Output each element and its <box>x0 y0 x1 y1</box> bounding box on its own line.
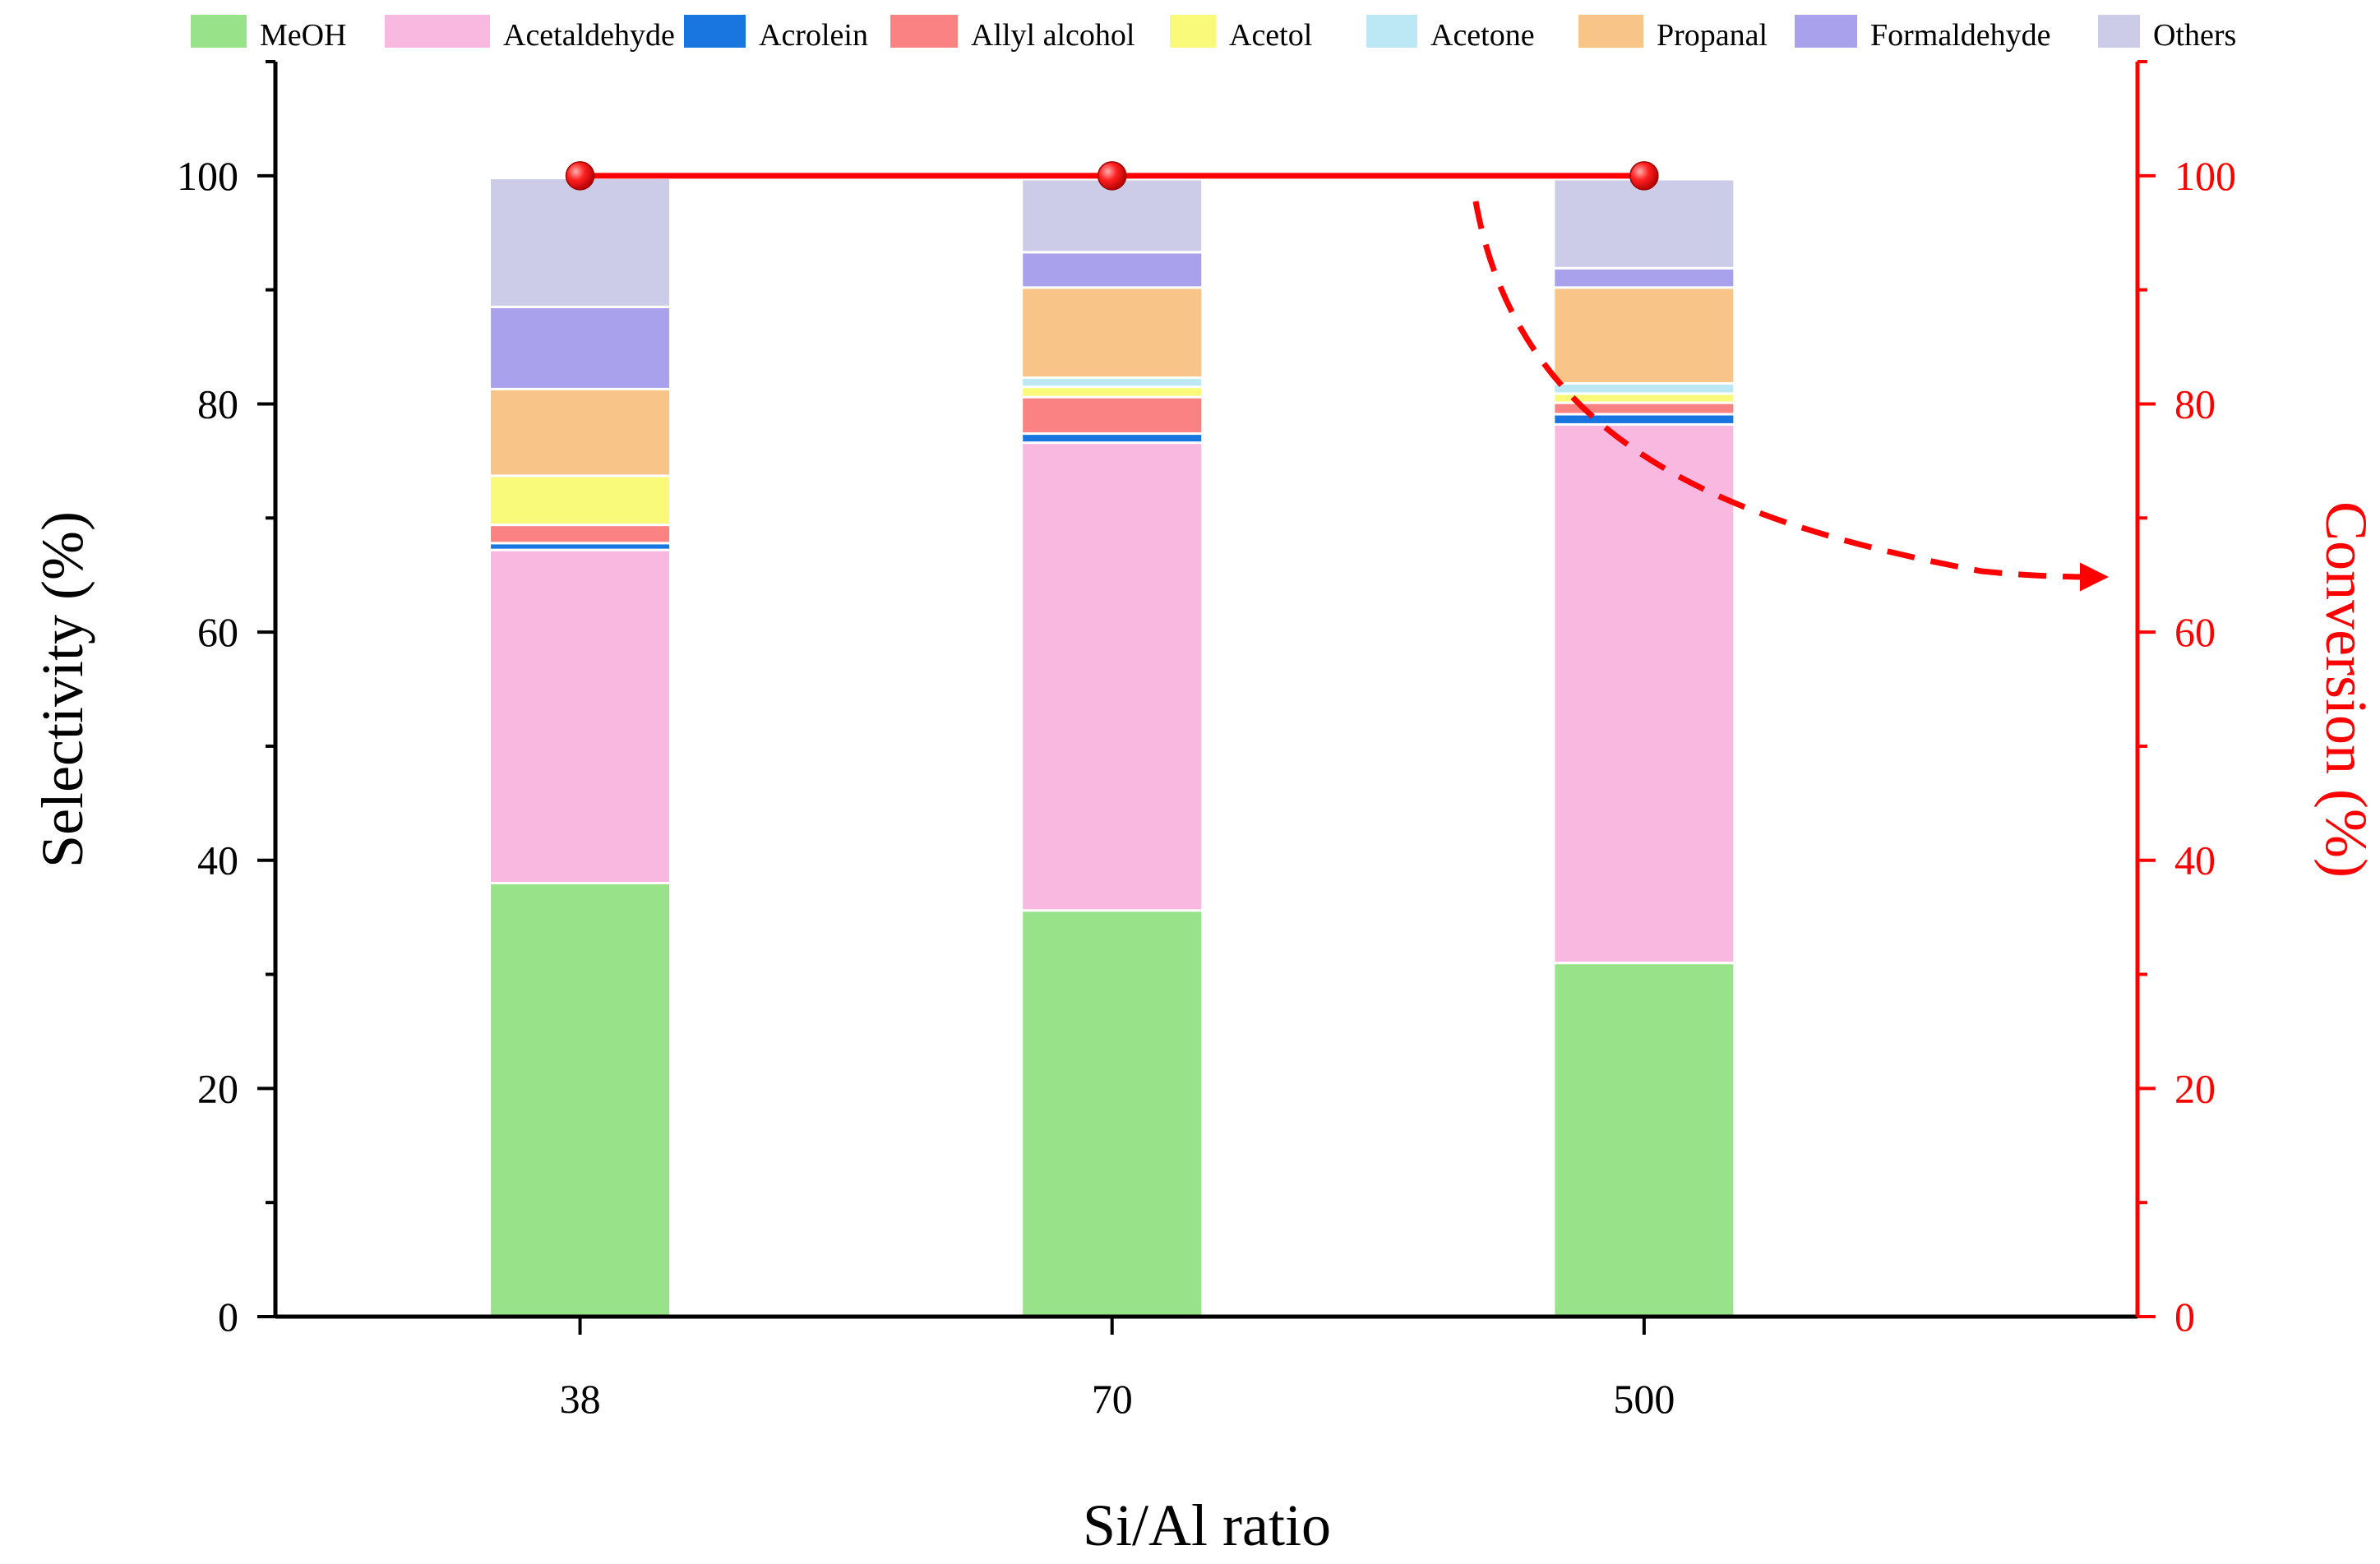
bar-segment-acetaldehyde-38 <box>488 548 672 884</box>
legend-label-acetone: Acetone <box>1430 18 1535 53</box>
legend-swatch-acetol <box>1170 15 1216 48</box>
legend-swatch-acetaldehyde <box>385 15 490 48</box>
legend-swatch-meoh <box>191 15 247 48</box>
conversion-series <box>565 161 1659 191</box>
legend-label-allyl-alcohol: Allyl alcohol <box>971 18 1135 53</box>
y-tick-label: 20 <box>197 1065 238 1111</box>
legend-label-acrolein: Acrolein <box>759 18 868 53</box>
bar-segment-meoh-38 <box>488 881 672 1318</box>
legend-swatch-propanal <box>1578 15 1643 48</box>
bar-segment-acrolein-500 <box>1552 413 1736 426</box>
bar-segment-acetone-70 <box>1020 376 1204 389</box>
bar-segment-acetaldehyde-70 <box>1020 441 1204 912</box>
bar-segment-acetone-500 <box>1552 381 1736 395</box>
legend-label-others: Others <box>2153 18 2236 53</box>
bar-segment-acetol-38 <box>488 474 672 527</box>
conversion-point-70 <box>1097 161 1127 191</box>
conversion-point-500 <box>1629 161 1659 191</box>
bar-segment-formaldehyde-500 <box>1552 266 1736 289</box>
y-tick-label: 60 <box>197 609 238 655</box>
bar-segment-meoh-500 <box>1552 962 1736 1318</box>
legend-swatch-allyl-alcohol <box>890 15 958 48</box>
x-ticks: 38 70 500 <box>560 1317 1675 1422</box>
legend-label-meoh: MeOH <box>260 18 347 53</box>
annotation-dashed-arrow <box>1472 201 2109 592</box>
bar-segment-propanal-500 <box>1552 286 1736 385</box>
bar-segment-allyl-alcohol-38 <box>488 524 672 545</box>
y-tick-label: 40 <box>197 837 238 883</box>
legend-label-formaldehyde: Formaldehyde <box>1870 18 2051 53</box>
x-tick-label: 70 <box>1092 1376 1133 1422</box>
bar-segment-propanal-38 <box>488 387 672 478</box>
left-ticks: 0 20 40 60 80 100 <box>177 60 275 1340</box>
bar-segment-acetaldehyde-500 <box>1552 422 1736 965</box>
y-tick-label: 100 <box>177 153 238 199</box>
bars <box>488 177 1736 1318</box>
legend-label-propanal: Propanal <box>1657 18 1768 53</box>
bar-segment-meoh-70 <box>1020 909 1204 1318</box>
legend-swatch-formaldehyde <box>1795 15 1857 48</box>
y-axis-title: Selectivity (%) <box>30 511 95 868</box>
x-tick-label: 38 <box>560 1376 601 1422</box>
y-right-tick-label: 80 <box>2174 381 2216 427</box>
y-right-tick-label: 100 <box>2174 153 2236 199</box>
y-tick-label: 0 <box>218 1294 238 1340</box>
y-right-tick-label: 0 <box>2174 1294 2195 1340</box>
legend-swatch-acrolein <box>684 15 746 48</box>
bar-segment-formaldehyde-70 <box>1020 251 1204 289</box>
legend-swatch-acetone <box>1366 15 1417 48</box>
y-tick-label: 80 <box>197 381 238 427</box>
axes <box>273 62 2140 1319</box>
bar-segment-formaldehyde-38 <box>488 305 672 390</box>
y-right-tick-label: 60 <box>2174 609 2216 655</box>
legend: MeOH Acetaldehyde Acrolein Allyl alcohol Ace… <box>191 15 2236 53</box>
bar-segment-acrolein-70 <box>1020 432 1204 445</box>
x-tick-label: 500 <box>1613 1376 1675 1422</box>
x-axis-title: Si/Al ratio <box>1083 1492 1331 1558</box>
legend-label-acetaldehyde: Acetaldehyde <box>503 18 675 53</box>
bar-segment-acetol-70 <box>1020 385 1204 399</box>
bar-segment-acetol-500 <box>1552 392 1736 404</box>
conversion-point-38 <box>565 161 595 191</box>
y-right-tick-label: 40 <box>2174 837 2216 883</box>
legend-label-acetol: Acetol <box>1229 18 1312 53</box>
bar-segment-others-38 <box>488 177 672 308</box>
y-right-tick-label: 20 <box>2174 1065 2216 1111</box>
bar-segment-allyl-alcohol-70 <box>1020 395 1204 436</box>
legend-swatch-others <box>2098 15 2140 48</box>
right-ticks: 0 20 40 60 80 100 <box>2137 60 2236 1340</box>
bar-segment-propanal-70 <box>1020 286 1204 380</box>
bar-segment-others-500 <box>1552 178 1736 270</box>
y-axis-title-right: Conversion (%) <box>2313 501 2379 878</box>
